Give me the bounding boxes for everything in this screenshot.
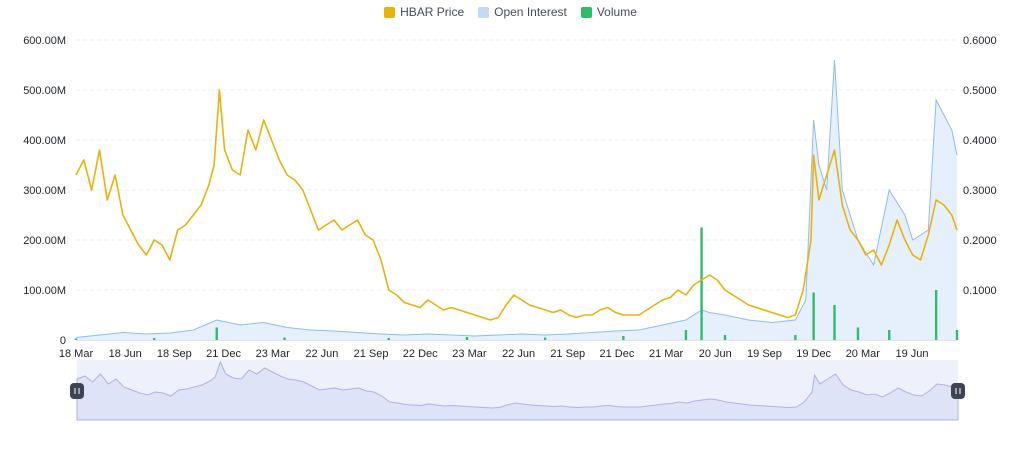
- legend-item-volume[interactable]: Volume: [580, 5, 637, 19]
- volume-bar: [723, 335, 727, 340]
- right-tick-label: 0.4000: [963, 135, 997, 147]
- left-tick-label: 300.00M: [23, 185, 66, 197]
- navigator-handle-right[interactable]: [951, 383, 965, 399]
- x-tick-label: 21 Dec: [600, 348, 635, 360]
- volume-layer: [74, 227, 959, 340]
- price-layer: [75, 89, 958, 321]
- navigator-handle-left[interactable]: [70, 383, 84, 399]
- left-tick-label: 600.00M: [23, 35, 66, 47]
- navigator-series: [76, 360, 959, 421]
- legend-label-open-interest: Open Interest: [494, 5, 567, 19]
- x-tick-label: 21 Mar: [649, 348, 684, 360]
- volume-bar: [700, 227, 703, 340]
- x-tick-label: 21 Dec: [206, 348, 241, 360]
- x-tick-label: 18 Sep: [157, 348, 192, 360]
- volume-bar: [152, 338, 156, 340]
- volume-bar: [543, 337, 547, 340]
- volume-bar: [74, 338, 78, 340]
- x-tick-label: 19 Jun: [895, 348, 928, 360]
- x-tick-label: 18 Jun: [109, 348, 142, 360]
- legend-item-open-interest[interactable]: Open Interest: [478, 5, 567, 19]
- range-navigator[interactable]: [70, 360, 965, 421]
- x-axis: 18 Mar 18 Jun 18 Sep 21 Dec 23 Mar 22 Jun 21 S…: [59, 348, 929, 360]
- volume-bar: [812, 292, 815, 340]
- volume-bar: [955, 330, 959, 340]
- x-tick-label: 19 Dec: [796, 348, 831, 360]
- volume-bar: [856, 327, 860, 340]
- volume-bar: [888, 330, 891, 340]
- x-tick-label: 22 Jun: [502, 348, 535, 360]
- chart-legend: HBAR Price Open Interest Volume: [0, 5, 1021, 19]
- left-tick-label: 0: [60, 335, 66, 347]
- x-tick-label: 22 Dec: [403, 348, 438, 360]
- volume-bar: [215, 327, 218, 340]
- x-tick-label: 23 Mar: [256, 348, 291, 360]
- volume-bar: [794, 335, 797, 340]
- right-tick-label: 0.2000: [963, 235, 997, 247]
- volume-bar: [465, 337, 469, 340]
- volume-bar: [622, 336, 625, 340]
- legend-swatch-price: [384, 6, 396, 18]
- x-tick-label: 18 Mar: [59, 348, 94, 360]
- open-interest-layer: [75, 59, 958, 340]
- legend-item-price[interactable]: HBAR Price: [384, 5, 464, 19]
- volume-bar: [387, 338, 390, 340]
- right-tick-label: 0.3000: [963, 185, 997, 197]
- right-tick-label: 0.5000: [963, 85, 997, 97]
- left-tick-label: 200.00M: [23, 235, 66, 247]
- legend-label-price: HBAR Price: [400, 5, 465, 19]
- price-line: [75, 89, 958, 321]
- left-tick-label: 100.00M: [23, 285, 66, 297]
- x-tick-label: 19 Sep: [747, 348, 782, 360]
- left-axis: 0 100.00M 200.00M 300.00M 400.00M 500.00M 600.…: [23, 35, 66, 347]
- left-tick-label: 500.00M: [23, 85, 66, 97]
- x-tick-label: 20 Jun: [699, 348, 732, 360]
- volume-bar: [934, 290, 938, 340]
- volume-bar: [833, 305, 836, 340]
- right-axis: 0.1000 0.2000 0.3000 0.4000 0.5000 0.6000: [963, 35, 997, 297]
- right-tick-label: 0.6000: [963, 35, 997, 47]
- legend-label-volume: Volume: [596, 5, 637, 19]
- x-tick-label: 23 Mar: [452, 348, 487, 360]
- x-tick-label: 22 Jun: [305, 348, 338, 360]
- right-tick-label: 0.1000: [963, 285, 997, 297]
- open-interest-line: [75, 59, 958, 338]
- volume-bar: [684, 330, 688, 340]
- left-tick-label: 400.00M: [23, 135, 66, 147]
- open-interest-area: [76, 60, 957, 340]
- x-tick-label: 21 Sep: [354, 348, 389, 360]
- volume-bar: [283, 337, 286, 340]
- x-tick-label: 20 Mar: [846, 348, 881, 360]
- legend-swatch-volume: [580, 6, 592, 18]
- legend-swatch-open-interest: [478, 6, 490, 18]
- x-tick-label: 21 Sep: [550, 348, 585, 360]
